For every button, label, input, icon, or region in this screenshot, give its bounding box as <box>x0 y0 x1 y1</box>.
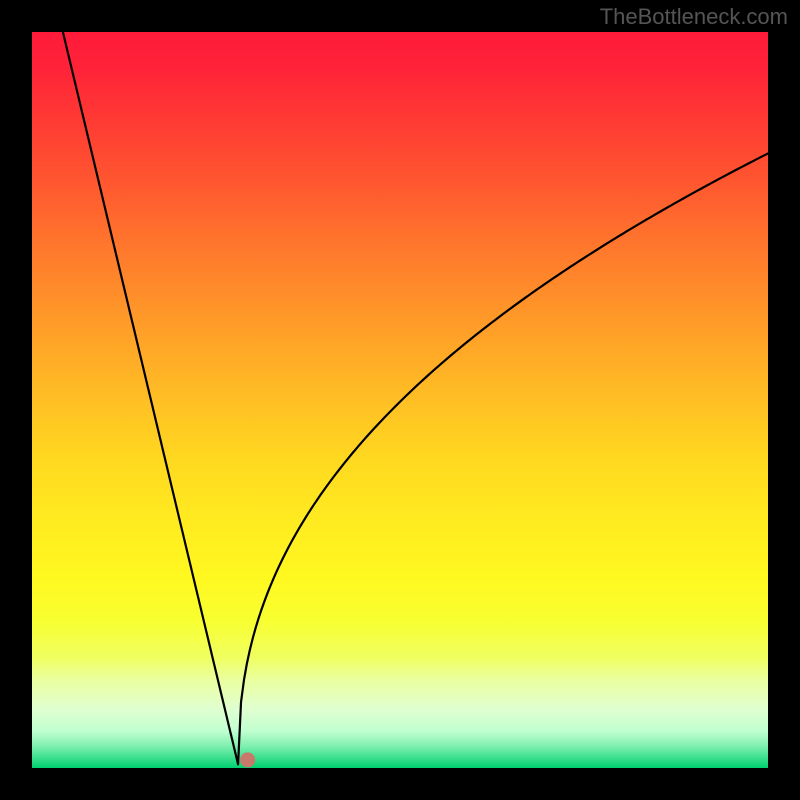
plot-background-gradient <box>32 32 768 768</box>
bottleneck-chart <box>0 0 800 800</box>
chart-container: TheBottleneck.com <box>0 0 800 800</box>
watermark-text: TheBottleneck.com <box>600 4 788 30</box>
optimal-point-marker <box>240 752 255 767</box>
